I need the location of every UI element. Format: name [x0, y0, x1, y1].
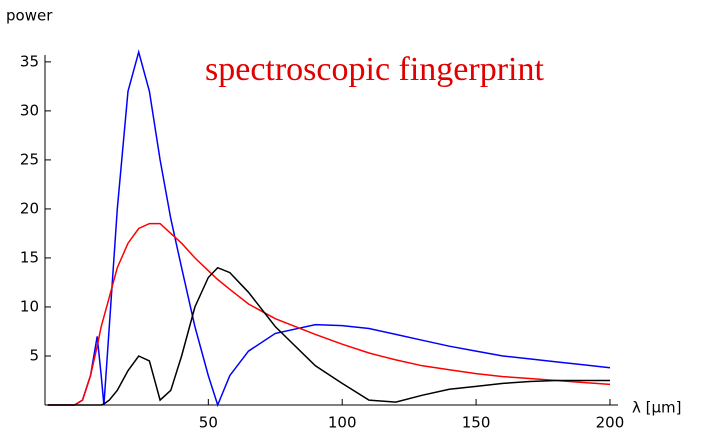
y-tick-label: 25: [20, 150, 39, 168]
y-tick-label: 30: [20, 101, 39, 119]
y-tick-label: 15: [20, 248, 39, 266]
line-series: [47, 266, 610, 406]
y-tick-label: 20: [20, 199, 39, 217]
x-tick-label: 50: [199, 414, 218, 432]
y-tick-label: 5: [29, 346, 39, 364]
y-axis-label: power: [6, 7, 53, 25]
y-tick-label: 35: [20, 52, 39, 70]
x-tick-label: 200: [596, 414, 625, 432]
line-series: [47, 49, 611, 408]
x-axis-label: λ [μm]: [632, 399, 682, 417]
annotation: spectroscopic fingerprint: [205, 51, 544, 88]
y-tick-label: 10: [20, 297, 39, 315]
x-tick-label: 150: [462, 414, 491, 432]
line-series: [47, 222, 611, 406]
x-tick-label: 100: [328, 414, 357, 432]
